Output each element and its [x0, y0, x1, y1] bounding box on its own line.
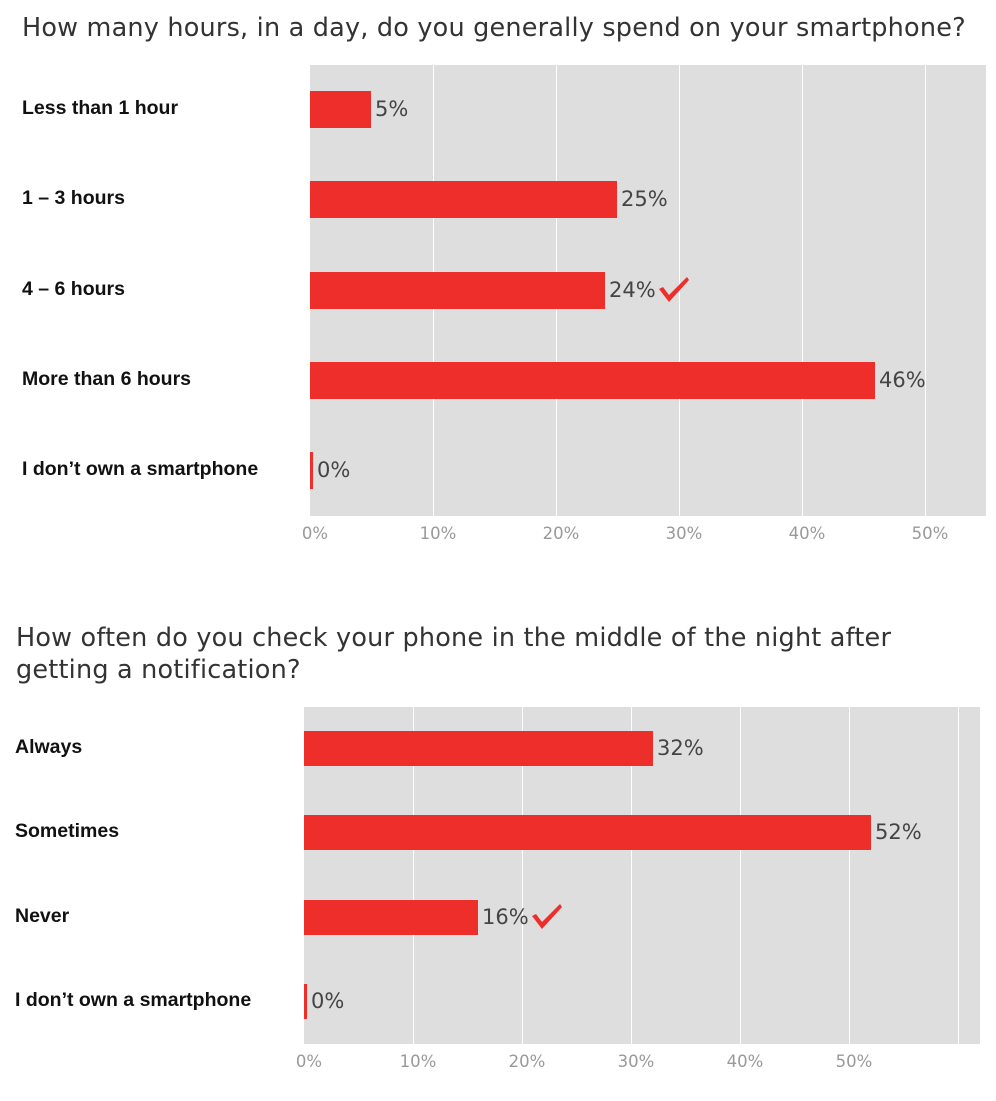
gridline — [631, 707, 632, 1044]
bar — [310, 451, 313, 489]
bar — [304, 730, 653, 766]
tick-label: 0% — [301, 524, 329, 543]
bar — [304, 899, 478, 935]
tick-label: 30% — [617, 1052, 655, 1071]
value-label: 46% — [879, 368, 926, 392]
category-label: More than 6 hours — [22, 368, 192, 390]
value-label: 25% — [621, 187, 668, 211]
category-label: 4 – 6 hours — [22, 278, 125, 300]
value-label: 24% — [609, 278, 656, 302]
bar — [310, 271, 605, 309]
category-label: Sometimes — [15, 820, 120, 842]
value-label: 16% — [482, 905, 529, 929]
category-label: I don’t own a smartphone — [22, 458, 259, 480]
bar — [310, 180, 617, 218]
value-label: 5% — [375, 97, 409, 121]
gridline — [958, 707, 959, 1044]
tick-label: 50% — [835, 1052, 873, 1071]
category-label: I don’t own a smartphone — [15, 989, 252, 1011]
tick-label: 20% — [542, 524, 580, 543]
gridline — [740, 707, 741, 1044]
checkmark-icon — [532, 904, 562, 929]
category-label: Always — [15, 736, 83, 758]
plot-area: 5% 25% 24% 46% 0% — [310, 65, 986, 516]
chart-title: How many hours, in a day, do you general… — [22, 13, 966, 43]
value-label: 52% — [875, 820, 922, 844]
tick-label: 40% — [788, 524, 826, 543]
checkmark-icon — [659, 277, 689, 302]
category-label: Less than 1 hour — [22, 97, 179, 119]
gridline — [802, 65, 803, 516]
tick-label: 0% — [295, 1052, 323, 1071]
tick-label: 20% — [508, 1052, 546, 1071]
gridline — [925, 65, 926, 516]
chart-title-line-1: How often do you check your phone in the… — [16, 623, 892, 653]
gridline — [679, 65, 680, 516]
value-label: 32% — [657, 736, 704, 760]
category-label: 1 – 3 hours — [22, 187, 125, 209]
gridline — [413, 707, 414, 1044]
chart-title-line-2: getting a notification? — [16, 655, 301, 685]
gridline — [849, 707, 850, 1044]
tick-label: 30% — [665, 524, 703, 543]
bar — [310, 361, 875, 399]
gridline — [522, 707, 523, 1044]
bar — [304, 814, 871, 850]
category-label: Never — [15, 905, 70, 927]
tick-label: 50% — [911, 524, 949, 543]
tick-label: 10% — [419, 524, 457, 543]
value-label: 0% — [311, 989, 345, 1013]
bar — [310, 90, 371, 128]
chart-title: How often do you check your phone in the… — [16, 622, 891, 686]
bar — [304, 983, 307, 1019]
value-label: 0% — [317, 458, 351, 482]
plot-area: 32% 52% 16% 0% — [304, 707, 980, 1044]
tick-label: 40% — [726, 1052, 764, 1071]
tick-label: 10% — [399, 1052, 437, 1071]
